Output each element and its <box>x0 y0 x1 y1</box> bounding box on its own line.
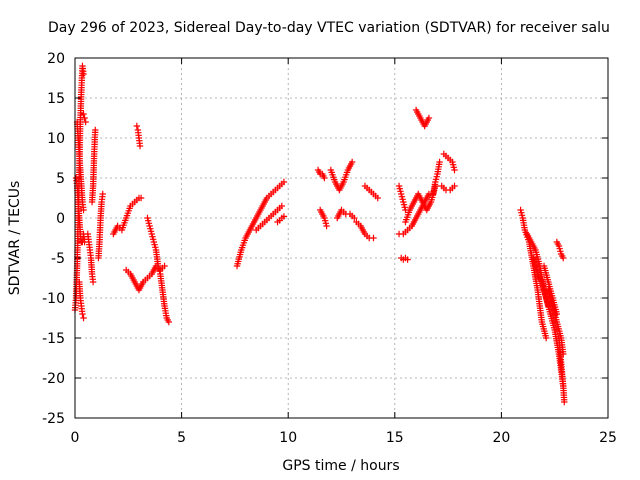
data-point <box>436 158 443 166</box>
data-point <box>351 214 358 222</box>
data-point <box>370 234 377 242</box>
data-point <box>374 194 381 202</box>
x-tick-label: 10 <box>279 430 297 446</box>
y-tick-label: 20 <box>47 51 65 67</box>
x-tick-label: 0 <box>71 430 80 446</box>
data-point <box>280 178 288 186</box>
data-point <box>348 158 356 166</box>
data-point <box>80 70 87 78</box>
y-tick-label: 0 <box>56 211 65 227</box>
data-point <box>553 310 561 318</box>
x-tick-label: 25 <box>599 430 617 446</box>
data-point <box>79 310 86 318</box>
y-tick-label: -25 <box>42 411 65 427</box>
data-point <box>165 318 173 326</box>
y-tick-label: -5 <box>51 251 65 267</box>
data-point <box>161 262 168 270</box>
data-point <box>92 126 99 134</box>
data-point <box>80 110 87 118</box>
data-point <box>80 206 87 214</box>
tick-label-layer: 0 5 10 15 20 25 -25 -20 -15 -10 -5 0 5 10 15 20 <box>42 51 617 446</box>
y-axis-title: SDTVAR / TECUs <box>7 181 23 296</box>
data-point <box>81 114 88 122</box>
data-point <box>278 202 286 210</box>
data-point <box>89 278 97 286</box>
y-tick-label: 15 <box>47 91 65 107</box>
data-point <box>451 182 458 190</box>
data-point <box>323 222 330 230</box>
data-mark-layer <box>71 62 568 406</box>
y-tick-label: 10 <box>47 131 65 147</box>
x-tick-label: 15 <box>386 430 404 446</box>
data-point <box>561 398 568 406</box>
data-point <box>451 166 458 174</box>
y-tick-label: -15 <box>42 331 65 347</box>
x-tick-label: 20 <box>492 430 510 446</box>
data-point <box>137 194 145 202</box>
y-tick-label: -20 <box>42 371 65 387</box>
grid-layer <box>75 58 608 418</box>
data-point <box>560 254 567 262</box>
x-tick-label: 5 <box>177 430 186 446</box>
x-axis-title: GPS time / hours <box>282 458 399 474</box>
data-point <box>425 114 433 122</box>
data-point <box>99 190 106 198</box>
y-tick-label: -10 <box>42 291 65 307</box>
data-point <box>542 334 550 342</box>
data-point <box>402 206 409 214</box>
data-point <box>82 118 89 126</box>
plot-frame <box>74 57 609 419</box>
data-point <box>80 314 87 322</box>
data-point <box>136 142 144 150</box>
data-point <box>404 256 411 263</box>
chart-title: Day 296 of 2023, Sidereal Day-to-day VTE… <box>48 20 610 36</box>
data-point <box>133 122 141 130</box>
data-point <box>280 213 288 220</box>
y-tick-label: 5 <box>56 171 65 187</box>
data-point <box>321 174 328 182</box>
